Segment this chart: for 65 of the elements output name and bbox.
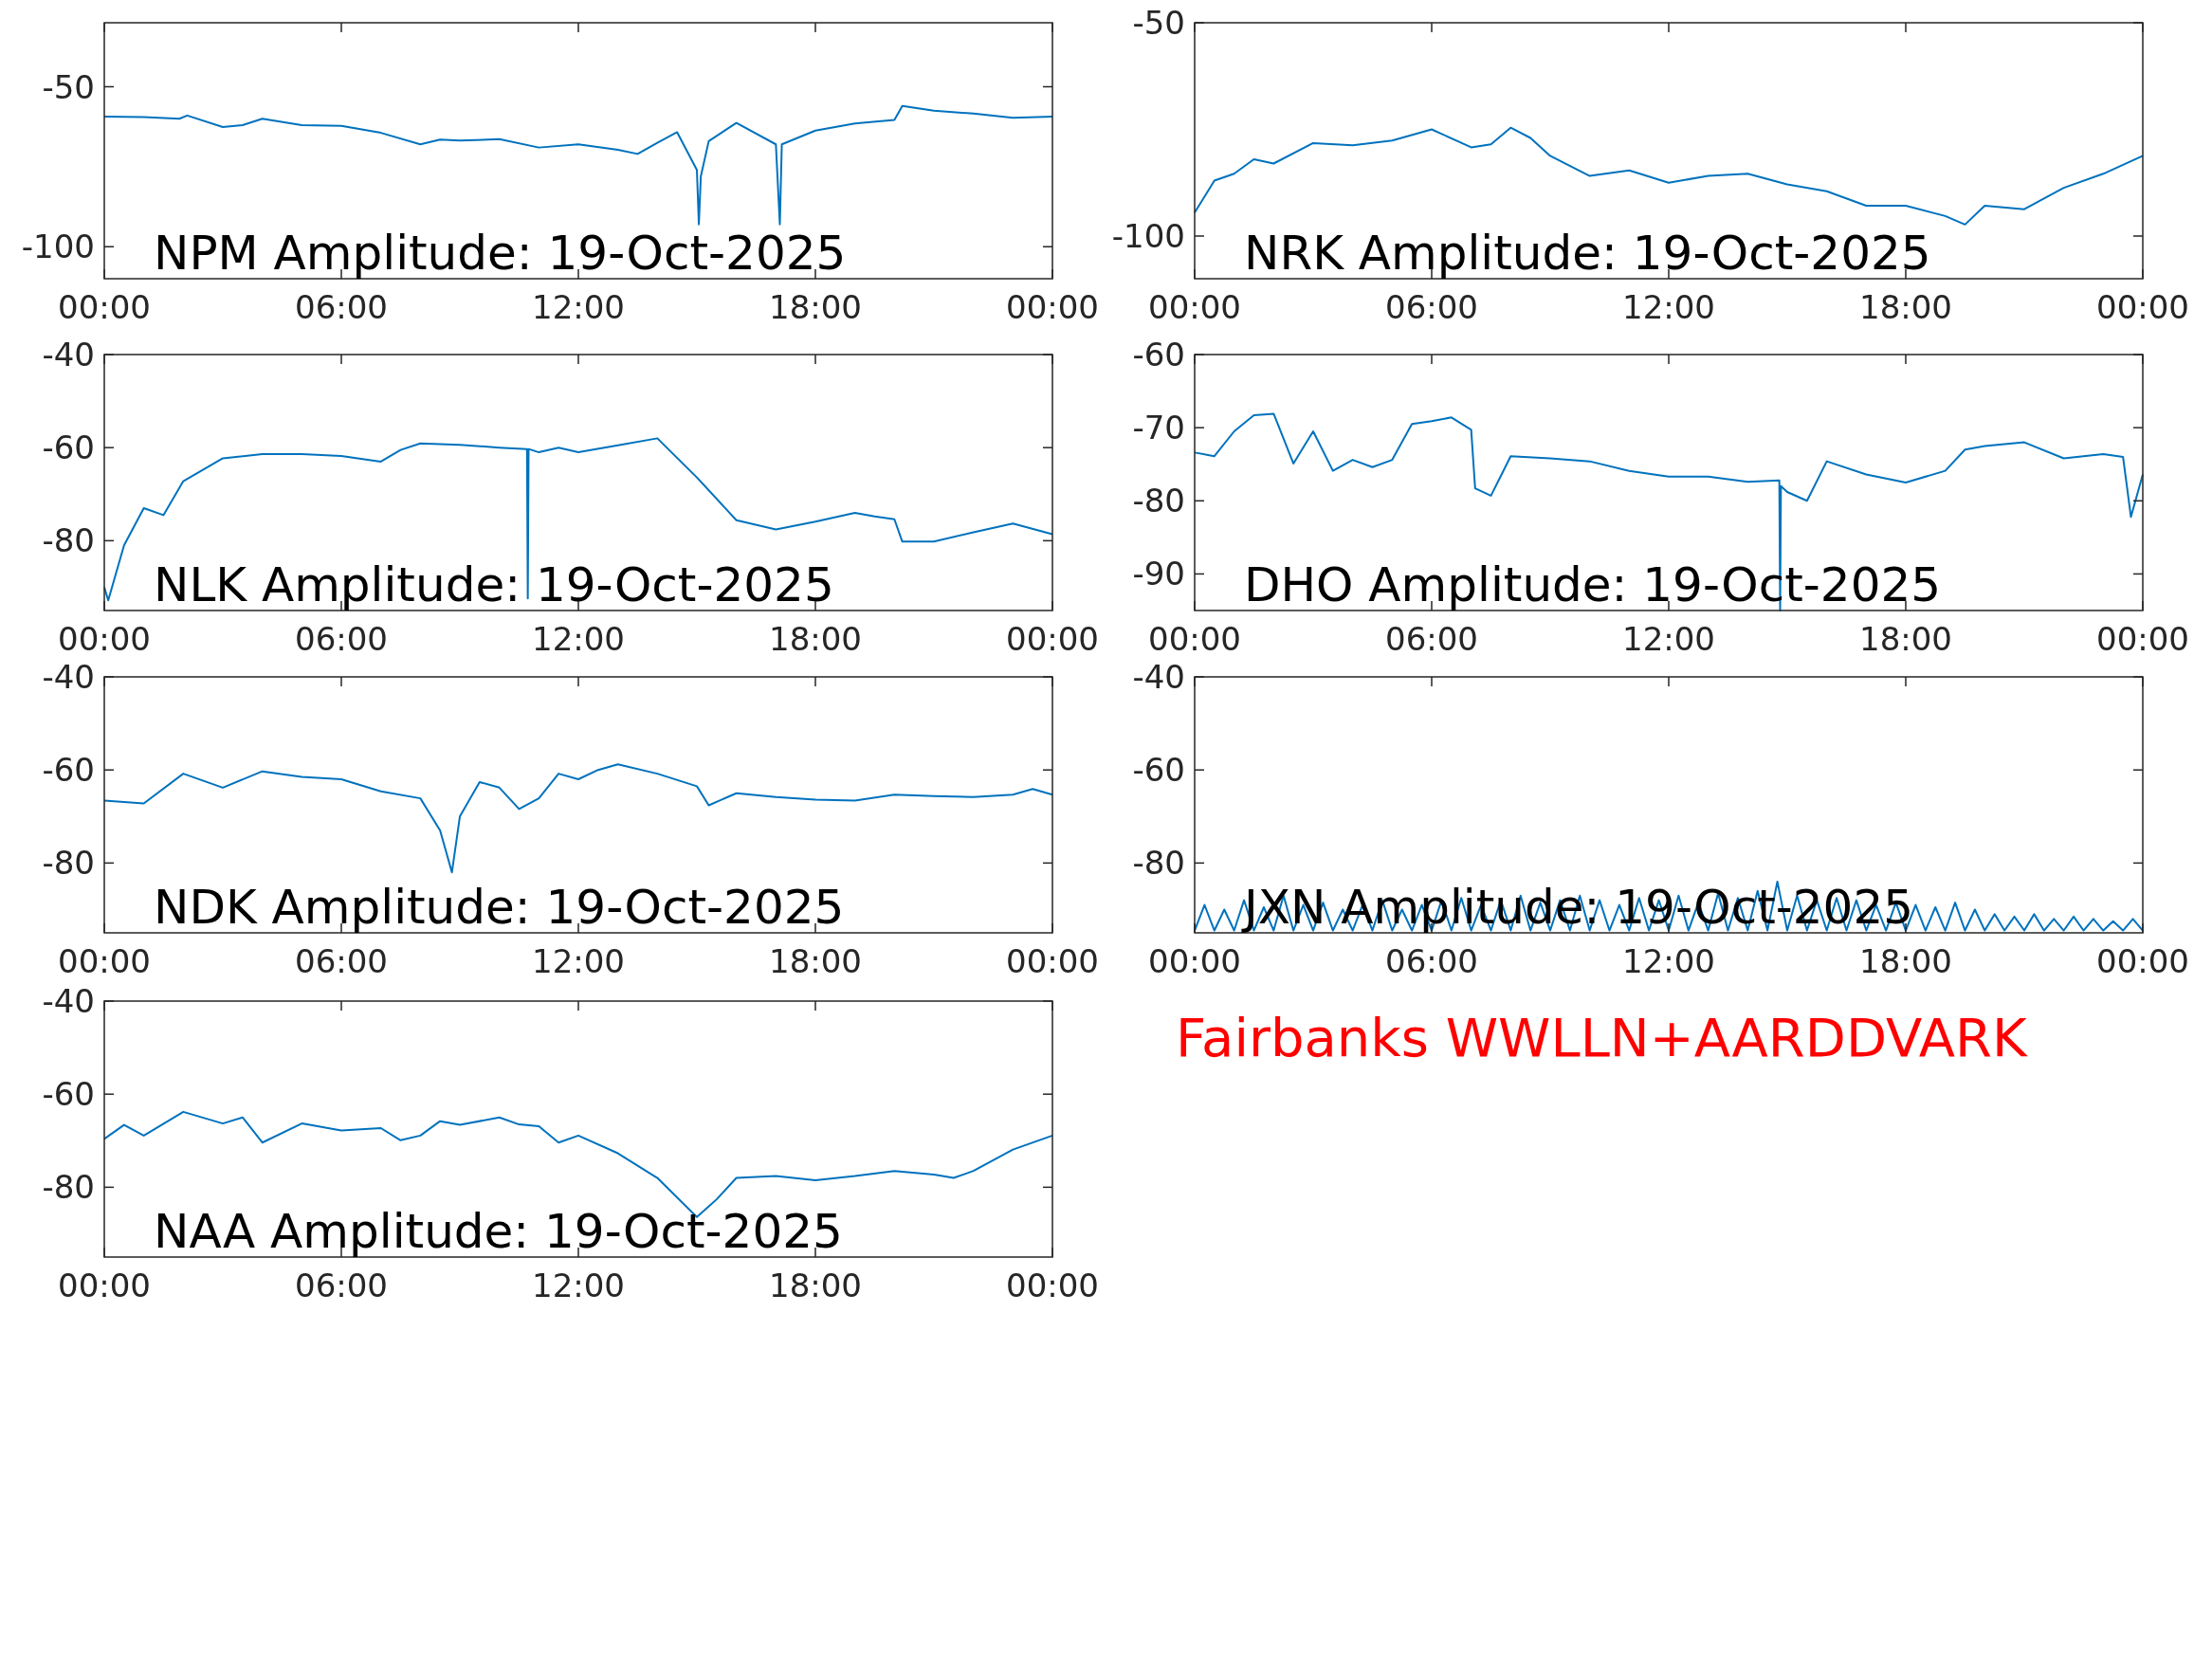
- y-tick-label: -90: [1132, 555, 1185, 593]
- y-tick-label: -40: [42, 982, 95, 1020]
- x-tick-label: 12:00: [1622, 942, 1715, 980]
- y-tick-label: -100: [1111, 217, 1185, 255]
- x-tick-label: 00:00: [58, 620, 151, 658]
- x-tick-label: 00:00: [2096, 942, 2189, 980]
- y-tick-label: -40: [1132, 658, 1185, 696]
- text: NRK Amplitude: 19-Oct-2025: [1244, 226, 1931, 281]
- y-tick-label: -40: [42, 658, 95, 696]
- x-tick-label: 00:00: [1006, 620, 1099, 658]
- x-tick-label: 18:00: [769, 942, 862, 980]
- x-tick-label: 00:00: [1006, 942, 1099, 980]
- y-tick-label: -50: [42, 67, 95, 106]
- x-tick-label: 06:00: [1385, 288, 1478, 326]
- x-tick-label: 00:00: [1148, 620, 1241, 658]
- x-tick-label: 12:00: [1622, 288, 1715, 326]
- x-tick-label: 00:00: [1148, 942, 1241, 980]
- y-tick-label: -60: [1132, 336, 1185, 374]
- text: NLK Amplitude: 19-Oct-2025: [154, 557, 834, 612]
- x-tick-label: 06:00: [1385, 620, 1478, 658]
- y-tick-label: -50: [1132, 4, 1185, 42]
- y-tick-label: -60: [42, 1075, 95, 1114]
- x-tick-label: 06:00: [295, 942, 388, 980]
- x-tick-label: 12:00: [532, 620, 625, 658]
- x-tick-label: 00:00: [58, 288, 151, 326]
- x-tick-label: 18:00: [1859, 620, 1952, 658]
- text: Fairbanks WWLLN+AARDDVARK: [1176, 1007, 2028, 1068]
- x-tick-label: 06:00: [295, 620, 388, 658]
- line-series: [1194, 126, 2144, 226]
- x-tick-label: 00:00: [1006, 1267, 1099, 1304]
- line-series: [1194, 412, 2144, 611]
- x-tick-label: 06:00: [295, 288, 388, 326]
- line-series: [103, 104, 1053, 226]
- text: NDK Amplitude: 19-Oct-2025: [154, 880, 845, 935]
- x-tick-label: 00:00: [2096, 288, 2189, 326]
- x-tick-label: 00:00: [2096, 620, 2189, 658]
- y-tick-label: -70: [1132, 409, 1185, 447]
- text: NAA Amplitude: 19-Oct-2025: [154, 1204, 843, 1259]
- x-tick-label: 00:00: [1148, 288, 1241, 326]
- y-tick-label: -60: [1132, 751, 1185, 790]
- x-tick-label: 18:00: [1859, 288, 1952, 326]
- x-tick-label: 18:00: [1859, 942, 1952, 980]
- x-tick-label: 00:00: [58, 1267, 151, 1304]
- y-tick-label: -100: [21, 228, 95, 266]
- x-tick-label: 18:00: [769, 1267, 862, 1304]
- x-tick-label: 12:00: [532, 1267, 625, 1304]
- y-tick-label: -40: [42, 336, 95, 374]
- x-tick-label: 00:00: [1006, 288, 1099, 326]
- x-tick-label: 18:00: [769, 620, 862, 658]
- x-tick-label: 06:00: [1385, 942, 1478, 980]
- y-tick-label: -80: [1132, 482, 1185, 520]
- y-tick-label: -60: [42, 428, 95, 467]
- x-tick-label: 18:00: [769, 288, 862, 326]
- y-tick-label: -80: [1132, 844, 1185, 883]
- x-tick-label: 06:00: [295, 1267, 388, 1304]
- line-series: [103, 763, 1053, 874]
- y-tick-label: -80: [42, 521, 95, 560]
- x-tick-label: 12:00: [532, 942, 625, 980]
- y-tick-label: -80: [42, 1168, 95, 1207]
- x-tick-label: 00:00: [58, 942, 151, 980]
- x-tick-label: 12:00: [1622, 620, 1715, 658]
- x-tick-label: 12:00: [532, 288, 625, 326]
- y-tick-label: -80: [42, 844, 95, 883]
- y-tick-label: -60: [42, 751, 95, 790]
- text: NPM Amplitude: 19-Oct-2025: [154, 226, 847, 281]
